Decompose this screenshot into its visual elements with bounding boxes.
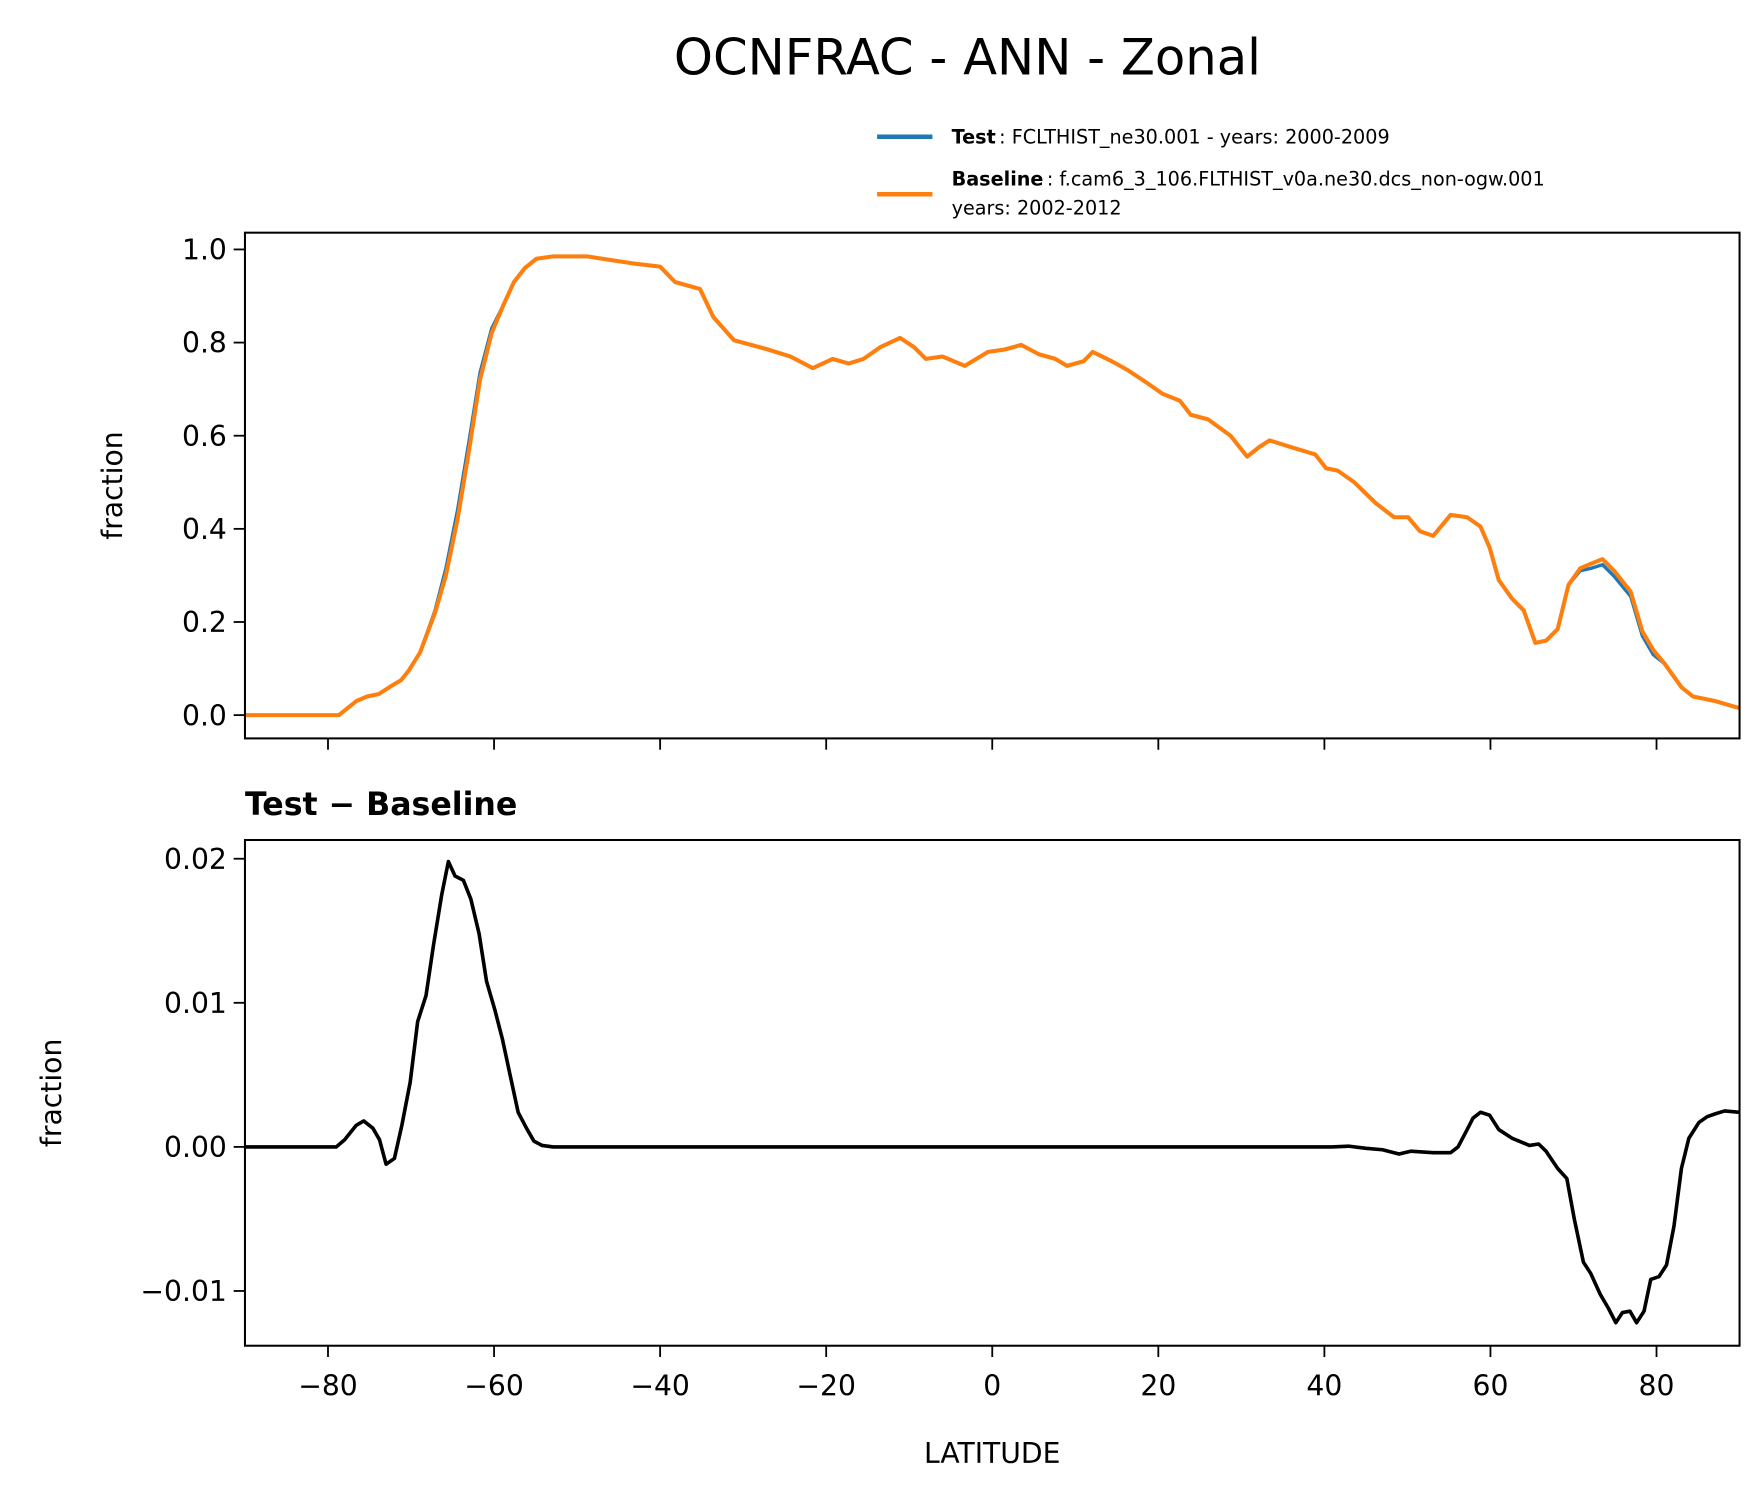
y-tick-label: 0.4 — [182, 513, 227, 546]
y-tick-label: 0.0 — [182, 699, 227, 732]
y-tick-label: −0.01 — [140, 1275, 226, 1308]
y-tick-label: 0.2 — [182, 606, 227, 639]
legend-label-baseline-bold: Baseline — [952, 167, 1044, 190]
x-tick-label: 40 — [1306, 1369, 1342, 1402]
legend-label-baseline-years: years: 2002-2012 — [952, 197, 1122, 220]
x-tick-label: 20 — [1140, 1369, 1176, 1402]
series-line-difference — [244, 859, 1740, 1325]
legend-label-test: : FCLTHIST_ne30.001 - years: 2000-2009 — [999, 126, 1390, 149]
y-tick-label: 1.0 — [182, 234, 227, 267]
y-tick-label: 0.01 — [164, 987, 227, 1020]
y-tick-label: 0.6 — [182, 420, 227, 453]
svg-text:Test: FCLTHIST_ne30.001 - year: Test: FCLTHIST_ne30.001 - years: 2000-20… — [952, 126, 1390, 149]
axes-frame — [243, 838, 1741, 1347]
x-tick-label: −40 — [630, 1369, 690, 1402]
y-tick-label: 0.00 — [164, 1131, 227, 1164]
legend: Test: FCLTHIST_ne30.001 - years: 2000-20… — [877, 126, 1545, 220]
x-tick-label: −20 — [796, 1369, 856, 1402]
bottom-axes: −80 −60 −40 −20 0 20 40 60 80 −0.01 0.00 0.01 0.02 — [140, 838, 1741, 1402]
bottom-ylabel: fraction — [35, 1039, 68, 1147]
x-tick-label: 80 — [1639, 1369, 1675, 1402]
series-line-test — [244, 254, 1740, 717]
bottom-xlabel: LATITUDE — [924, 1437, 1060, 1470]
top-axes: 0.0 0.2 0.4 0.6 0.8 1.0 — [182, 231, 1741, 750]
legend-label-baseline: : f.cam6_3_106.FLTHIST_v0a.ne30.dcs_non-… — [1047, 167, 1545, 190]
y-tick-label: 0.02 — [164, 843, 227, 876]
x-tick-label: 60 — [1472, 1369, 1508, 1402]
svg-text:Baseline: f.cam6_3_106.FLTHIST: Baseline: f.cam6_3_106.FLTHIST_v0a.ne30.… — [952, 167, 1545, 190]
legend-label-test-bold: Test — [952, 126, 996, 149]
axes-frame — [243, 231, 1741, 740]
figure-title: OCNFRAC - ANN - Zonal — [674, 29, 1261, 87]
x-tick-label: −80 — [298, 1369, 358, 1402]
y-tick-label: 0.8 — [182, 327, 227, 360]
bottom-title: Test − Baseline — [245, 787, 517, 823]
x-tick-label: −60 — [464, 1369, 524, 1402]
top-ylabel: fraction — [96, 431, 129, 539]
x-tick-label: 0 — [983, 1369, 1001, 1402]
series-line-baseline — [244, 254, 1740, 718]
